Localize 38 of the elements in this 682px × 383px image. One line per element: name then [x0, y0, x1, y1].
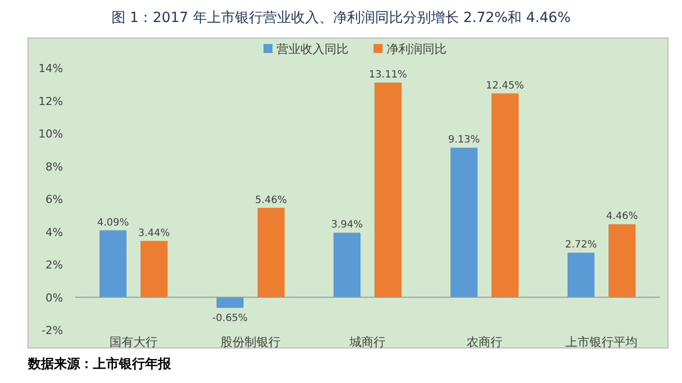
data-label: 3.94%	[331, 220, 363, 231]
bar	[100, 230, 126, 298]
bar	[492, 93, 518, 298]
data-label: 3.44%	[138, 228, 170, 239]
x-tick-label: 农商行	[466, 335, 502, 349]
data-label: -0.65%	[212, 312, 248, 324]
data-label: 5.46%	[255, 194, 287, 206]
legend-label: 净利润同比	[386, 42, 446, 56]
data-label: 2.72%	[565, 240, 597, 251]
y-tick-label: 2%	[46, 258, 63, 272]
y-tick-label: 6%	[46, 193, 63, 206]
source-note: 数据来源：上市银行年报	[27, 356, 172, 372]
x-tick-label: 上市银行平均	[566, 335, 638, 349]
y-tick-label: 12%	[38, 94, 63, 108]
y-tick-label: 10%	[38, 128, 63, 140]
bar	[258, 208, 284, 298]
bar	[608, 224, 636, 298]
chart-title: 图 1：2017 年上市银行营业收入、净利润同比分别增长 2.72%和 4.46%	[111, 10, 571, 26]
y-tick-label: -2%	[42, 324, 63, 337]
bar	[140, 240, 168, 298]
bar	[568, 252, 594, 298]
y-tick-label: 4%	[46, 226, 63, 239]
data-label: 12.45%	[486, 80, 524, 92]
data-label: 13.11%	[368, 70, 408, 81]
data-label: 4.09%	[97, 217, 129, 228]
bar	[334, 232, 360, 298]
bar	[450, 148, 478, 298]
data-label: 4.46%	[606, 211, 638, 222]
bar	[374, 82, 402, 298]
bar	[216, 297, 244, 308]
y-tick-label: 8%	[46, 160, 63, 174]
data-label: 9.13%	[448, 134, 480, 146]
x-tick-label: 股份制银行	[220, 335, 280, 349]
x-tick-label: 国有大行	[110, 335, 158, 349]
x-tick-label: 城商行	[348, 335, 386, 349]
y-tick-label: 14%	[38, 62, 63, 75]
y-tick-label: 0%	[46, 291, 63, 304]
legend-label: 营业收入同比	[276, 42, 348, 56]
